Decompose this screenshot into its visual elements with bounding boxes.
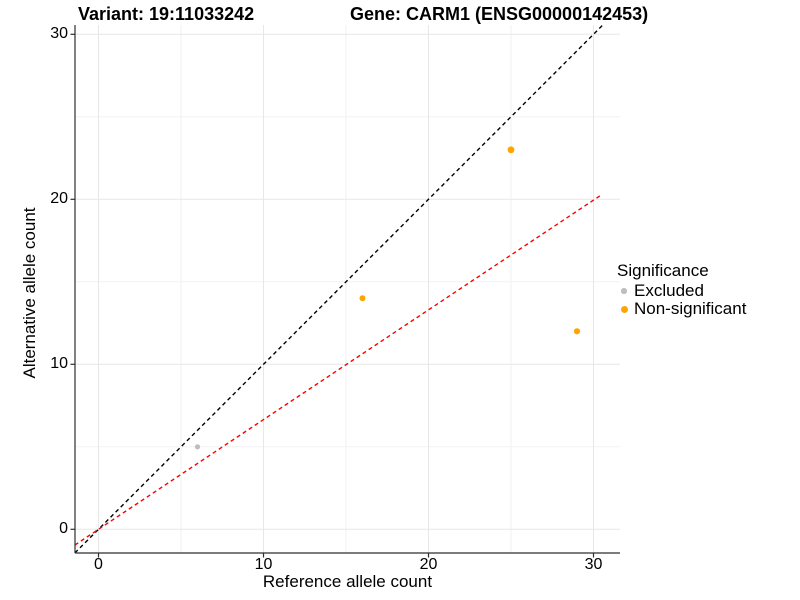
x-tick-label: 0 [94,556,103,573]
legend-title: Significance [617,261,709,280]
legend-item-excluded: Excluded [617,281,746,300]
y-tick-label: 10 [50,355,68,373]
legend-item-label-non-significant: Non-significant [634,299,747,318]
significance-legend: Significance Excluded Non-significant [617,260,746,318]
legend-items: Excluded Non-significant [617,281,747,318]
data-point-non-significant [507,146,515,154]
data-point-non-significant [573,328,581,335]
plot-panel [70,25,620,558]
variant-title: Variant: 19:11033242 [78,4,255,24]
x-tick-label: 10 [254,556,273,573]
legend-item-non-significant: Non-significant [617,299,747,318]
x-axis-title: Reference allele count [262,572,433,591]
legend-dot-non-significant [620,305,628,313]
y-tick-label: 20 [50,190,68,208]
y-axis-title: Alternative allele count [20,207,39,379]
y-tick-label: 0 [59,520,68,538]
y-tick-label: 30 [50,25,68,43]
expected-ratio-line [74,195,601,546]
gene-title: Gene: CARM1 (ENSG00000142453) [350,4,649,24]
legend-dot-excluded [621,288,627,294]
x-tick-label: 20 [419,556,438,573]
data-point-non-significant [359,295,366,302]
data-point-excluded [194,444,201,450]
legend-item-label-excluded: Excluded [634,281,704,300]
x-tick-label: 30 [584,556,603,573]
identity-line [74,25,604,554]
legend-key [617,305,631,313]
legend-key [617,288,631,294]
